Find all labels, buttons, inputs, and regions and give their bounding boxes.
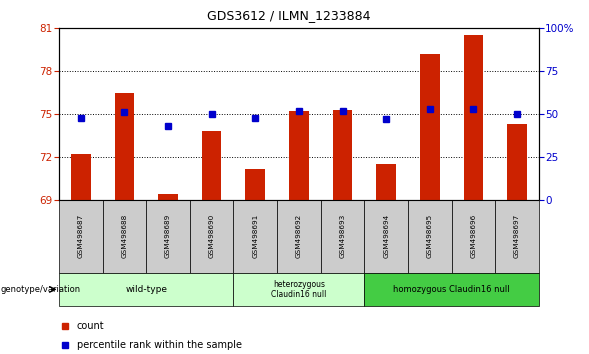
Text: GSM498697: GSM498697 (514, 214, 520, 258)
Bar (452, 200, 495, 273)
Text: heterozygous
Claudin16 null: heterozygous Claudin16 null (271, 280, 327, 299)
Text: homozygous Claudin16 null: homozygous Claudin16 null (393, 285, 510, 294)
Bar (365, 273, 539, 306)
Bar (420, 54, 439, 200)
Text: GSM498687: GSM498687 (78, 214, 84, 258)
Bar (246, 169, 265, 200)
Text: percentile rank within the sample: percentile rank within the sample (77, 340, 241, 350)
Bar (408, 200, 452, 273)
Bar (333, 110, 352, 200)
Bar (102, 200, 146, 273)
Bar (158, 194, 178, 200)
Text: GSM498690: GSM498690 (209, 214, 214, 258)
Bar (365, 200, 408, 273)
Bar (190, 200, 233, 273)
Text: GSM498693: GSM498693 (339, 214, 346, 258)
Bar (321, 200, 365, 273)
Text: wild-type: wild-type (125, 285, 167, 294)
Bar (59, 200, 102, 273)
Bar (59, 273, 233, 306)
Bar (146, 200, 190, 273)
Text: genotype/variation: genotype/variation (1, 285, 81, 294)
Bar (71, 154, 91, 200)
Bar (464, 35, 484, 200)
Text: GDS3612 / ILMN_1233884: GDS3612 / ILMN_1233884 (207, 9, 370, 22)
Bar (376, 164, 396, 200)
Bar (507, 124, 527, 200)
Bar (233, 273, 365, 306)
Text: GSM498691: GSM498691 (252, 214, 259, 258)
Text: GSM498696: GSM498696 (471, 214, 477, 258)
Bar (114, 93, 134, 200)
Text: GSM498694: GSM498694 (383, 214, 389, 258)
Bar (277, 200, 321, 273)
Text: GSM498688: GSM498688 (121, 214, 127, 258)
Bar (202, 131, 221, 200)
Text: GSM498692: GSM498692 (296, 214, 302, 258)
Bar (495, 200, 539, 273)
Text: GSM498689: GSM498689 (165, 214, 171, 258)
Text: count: count (77, 321, 104, 331)
Bar (233, 200, 277, 273)
Bar (289, 111, 309, 200)
Text: GSM498695: GSM498695 (427, 214, 433, 258)
